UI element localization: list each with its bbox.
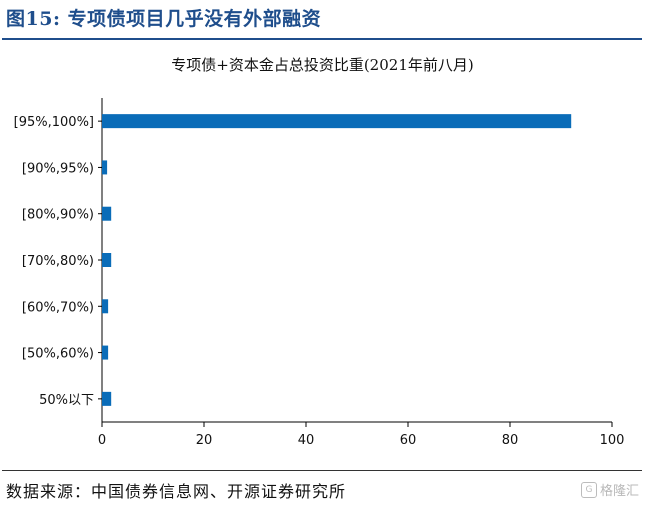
x-tick-label: 100 xyxy=(600,433,625,448)
bar xyxy=(102,206,112,221)
chart-title: 专项债+资本金占总投资比重(2021年前八月) xyxy=(171,56,474,74)
x-tick-label: 0 xyxy=(98,433,106,448)
y-tick-label: 50%以下 xyxy=(39,393,94,408)
x-tick-label: 20 xyxy=(196,433,213,448)
bar xyxy=(102,345,109,360)
bar xyxy=(102,299,109,314)
watermark-logo-icon: G xyxy=(580,481,597,498)
x-tick-label: 60 xyxy=(400,433,417,448)
bar xyxy=(102,391,112,406)
y-tick-label: [95%,100%] xyxy=(14,115,94,130)
source-note: 数据来源：中国债券信息网、开源证券研究所 xyxy=(6,482,347,501)
title-divider xyxy=(2,38,642,40)
y-tick-label: [90%,95%) xyxy=(22,161,94,176)
watermark: G 格隆汇 xyxy=(580,480,639,499)
figure-title: 图15: 专项债项目几乎没有外部融资 xyxy=(6,8,322,30)
y-tick-label: [50%,60%) xyxy=(22,347,94,362)
x-tick-label: 40 xyxy=(298,433,315,448)
bar xyxy=(102,114,572,129)
x-tick-label: 80 xyxy=(502,433,519,448)
watermark-text: 格隆汇 xyxy=(599,484,639,499)
y-tick-label: [60%,70%) xyxy=(22,300,94,315)
bar xyxy=(102,160,108,175)
source-divider xyxy=(2,470,642,471)
bar xyxy=(102,253,112,267)
y-tick-label: [80%,90%) xyxy=(22,208,94,223)
y-tick-label: [70%,80%) xyxy=(22,254,94,269)
